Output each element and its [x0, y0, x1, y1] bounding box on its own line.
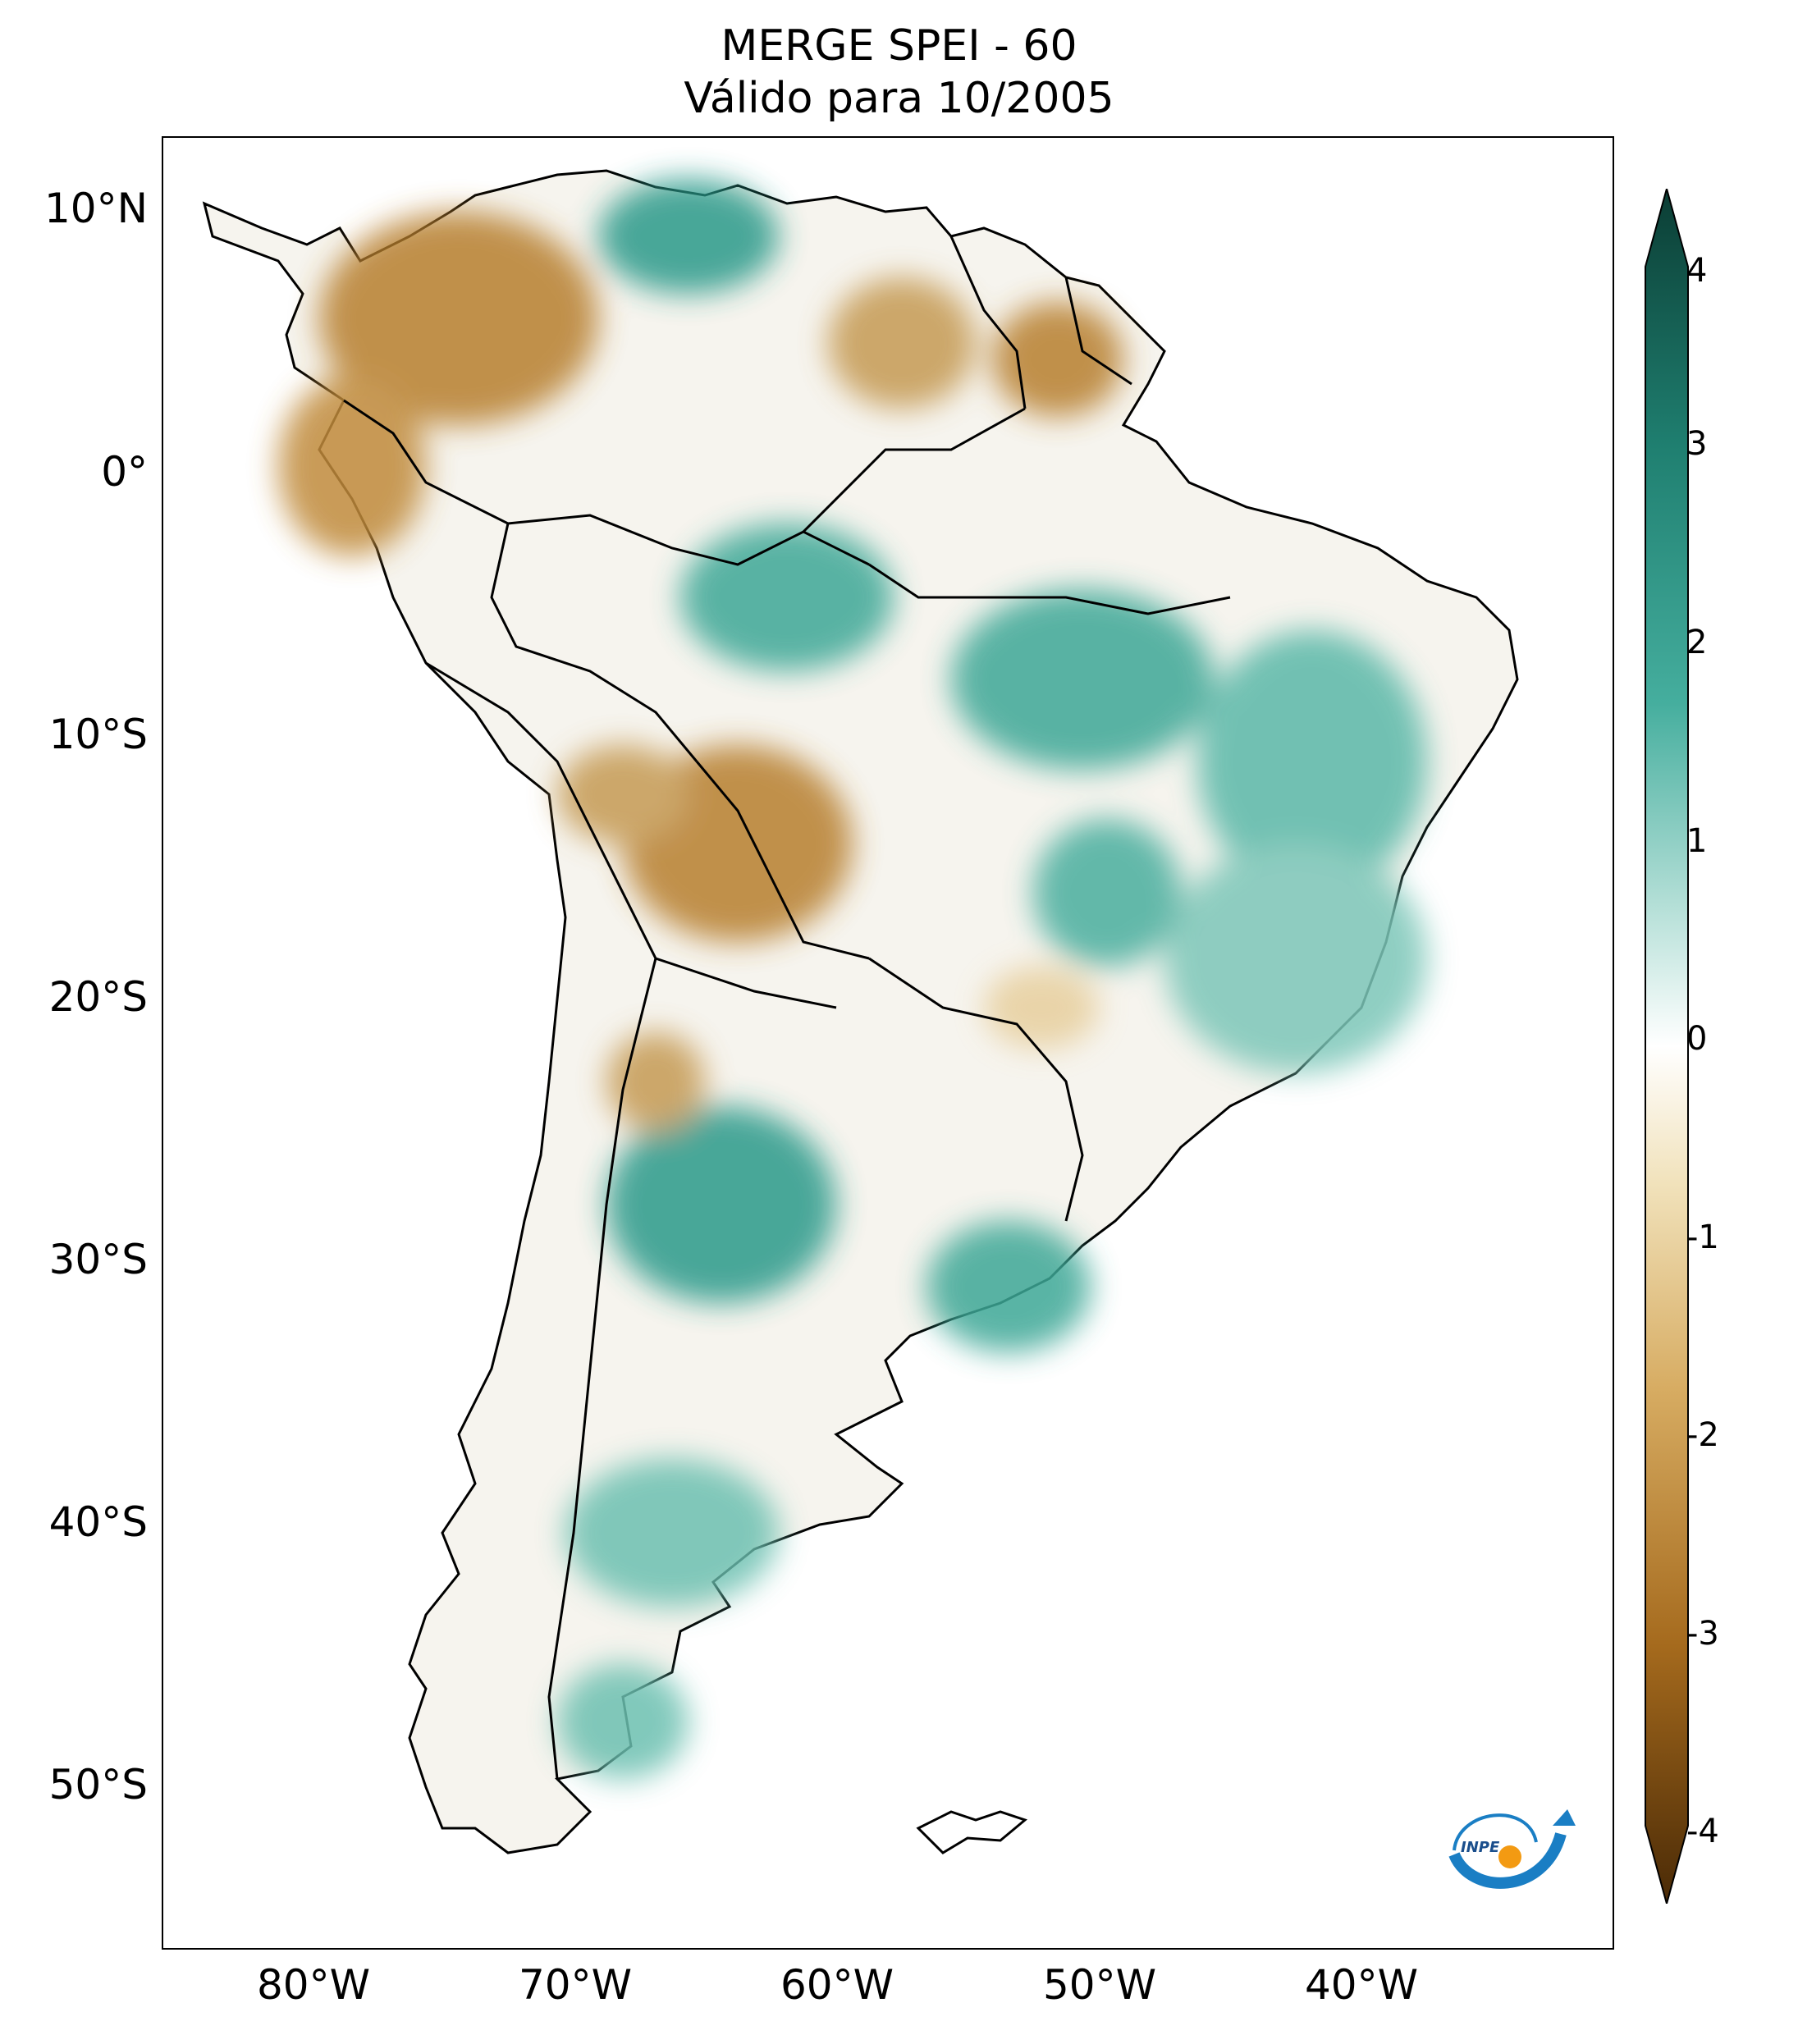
- lon-label-40w: 40°W: [1304, 1961, 1419, 2009]
- colorbar-tick-1: 1: [1686, 822, 1708, 860]
- inpe-logo: INPE: [1448, 1809, 1576, 1889]
- colorbar-tick-0: 0: [1686, 1020, 1708, 1058]
- colorbar-tick-neg1: -1: [1686, 1219, 1719, 1256]
- map-area: [162, 136, 1614, 1950]
- country-borders: [343, 235, 1231, 1780]
- lat-label-10s: 10°S: [48, 711, 148, 758]
- lat-label-20s: 20°S: [48, 973, 148, 1021]
- lon-label-70w: 70°W: [518, 1961, 633, 2009]
- colorbar-tick-2: 2: [1686, 624, 1708, 661]
- colorbar: [1645, 189, 1689, 1904]
- colorbar-tick-3: 3: [1686, 425, 1708, 463]
- lat-label-10n: 10°N: [43, 185, 148, 232]
- colorbar-tick-neg4: -4: [1686, 1813, 1719, 1850]
- map-title: MERGE SPEI - 60: [721, 21, 1077, 71]
- svg-text:INPE: INPE: [1461, 1839, 1500, 1856]
- lon-label-50w: 50°W: [1042, 1961, 1157, 2009]
- colorbar-tick-neg3: -3: [1686, 1615, 1719, 1653]
- falkland-islands: [916, 1810, 1028, 1854]
- colorbar-tick-neg2: -2: [1686, 1416, 1719, 1454]
- lat-label-50s: 50°S: [48, 1761, 148, 1809]
- spei-shading: [278, 179, 1427, 1779]
- lat-label-30s: 30°S: [48, 1236, 148, 1283]
- lat-label-0: 0°: [101, 448, 148, 496]
- lon-label-80w: 80°W: [256, 1961, 371, 2009]
- south-america-map: [202, 169, 1519, 1854]
- colorbar-tick-4: 4: [1686, 252, 1708, 290]
- map-subtitle: Válido para 10/2005: [684, 74, 1114, 123]
- lon-label-60w: 60°W: [780, 1961, 894, 2009]
- continent-south-america: [202, 169, 1519, 1854]
- lat-label-40s: 40°S: [48, 1498, 148, 1546]
